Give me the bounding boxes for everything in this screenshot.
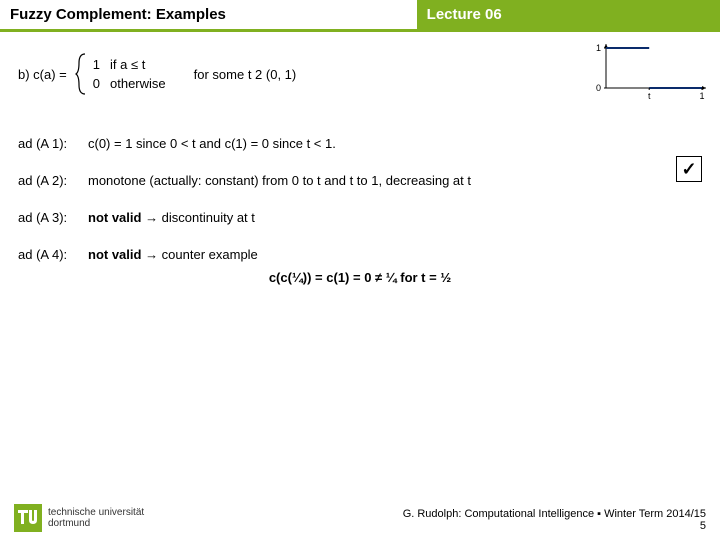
axiom-a3-notvalid: not valid xyxy=(88,210,141,225)
axiom-a1-body: c(0) = 1 since 0 < t and c(1) = 0 since … xyxy=(88,136,702,151)
axiom-a4: ad (A 4): not valid → counter example xyxy=(18,247,702,262)
uni-line2: dortmund xyxy=(48,518,144,529)
footer-page: 5 xyxy=(403,520,706,532)
check-icon: ✓ xyxy=(681,159,696,180)
slide-title: Fuzzy Complement: Examples xyxy=(0,0,417,32)
piecewise-val-1: 1 xyxy=(93,57,100,72)
tu-logo-icon xyxy=(14,504,42,532)
lecture-label: Lecture 06 xyxy=(417,0,720,32)
checkmark-box: ✓ xyxy=(676,156,702,182)
piecewise-row-2: 0 otherwise xyxy=(93,76,166,91)
axiom-a4-body: not valid → counter example xyxy=(88,247,702,262)
header-bar: Fuzzy Complement: Examples Lecture 06 xyxy=(0,0,720,32)
definition-label: b) c(a) = xyxy=(18,67,67,82)
axiom-a3-tag: ad (A 3): xyxy=(18,210,88,225)
piecewise-block: 1 if a ≤ t 0 otherwise xyxy=(93,57,166,91)
axiom-a1: ad (A 1): c(0) = 1 since 0 < t and c(1) … xyxy=(18,136,702,151)
svg-text:1: 1 xyxy=(596,43,601,53)
content-area: b) c(a) = 1 if a ≤ t 0 otherwise for som… xyxy=(0,32,720,285)
footer-credit-block: G. Rudolph: Computational Intelligence ▪… xyxy=(403,508,706,532)
left-brace-icon xyxy=(75,52,89,96)
for-some-text: for some t 2 (0, 1) xyxy=(194,67,297,82)
university-logo-block: technische universität dortmund xyxy=(14,504,144,532)
axiom-a2-body: monotone (actually: constant) from 0 to … xyxy=(88,173,702,188)
svg-text:1: 1 xyxy=(699,91,704,101)
university-name: technische universität dortmund xyxy=(48,507,144,529)
axiom-a4-notvalid: not valid xyxy=(88,247,141,262)
definition-row: b) c(a) = 1 if a ≤ t 0 otherwise for som… xyxy=(18,52,702,96)
axiom-a4-tag: ad (A 4): xyxy=(18,247,88,262)
piecewise-cond-1: if a ≤ t xyxy=(110,57,145,72)
footer-credit: G. Rudolph: Computational Intelligence ▪… xyxy=(403,508,706,520)
step-chart: 0 1 t 1 xyxy=(588,42,708,102)
svg-text:t: t xyxy=(648,91,651,101)
axiom-a2: ad (A 2): monotone (actually: constant) … xyxy=(18,173,702,188)
piecewise-val-2: 0 xyxy=(93,76,100,91)
axiom-a4-rest: → counter example xyxy=(141,247,257,262)
axiom-a3: ad (A 3): not valid → discontinuity at t xyxy=(18,210,702,225)
axiom-a1-tag: ad (A 1): xyxy=(18,136,88,151)
axiom-a3-rest: → discontinuity at t xyxy=(141,210,254,225)
piecewise-row-1: 1 if a ≤ t xyxy=(93,57,166,72)
axiom-a3-body: not valid → discontinuity at t xyxy=(88,210,702,225)
uni-line1: technische universität xyxy=(48,507,144,518)
axiom-a4-counter: c(c(¼)) = c(1) = 0 ≠ ¼ for t = ½ xyxy=(18,270,702,285)
footer: technische universität dortmund G. Rudol… xyxy=(0,504,720,532)
piecewise-cond-2: otherwise xyxy=(110,76,166,91)
axiom-a2-tag: ad (A 2): xyxy=(18,173,88,188)
svg-text:0: 0 xyxy=(596,83,601,93)
